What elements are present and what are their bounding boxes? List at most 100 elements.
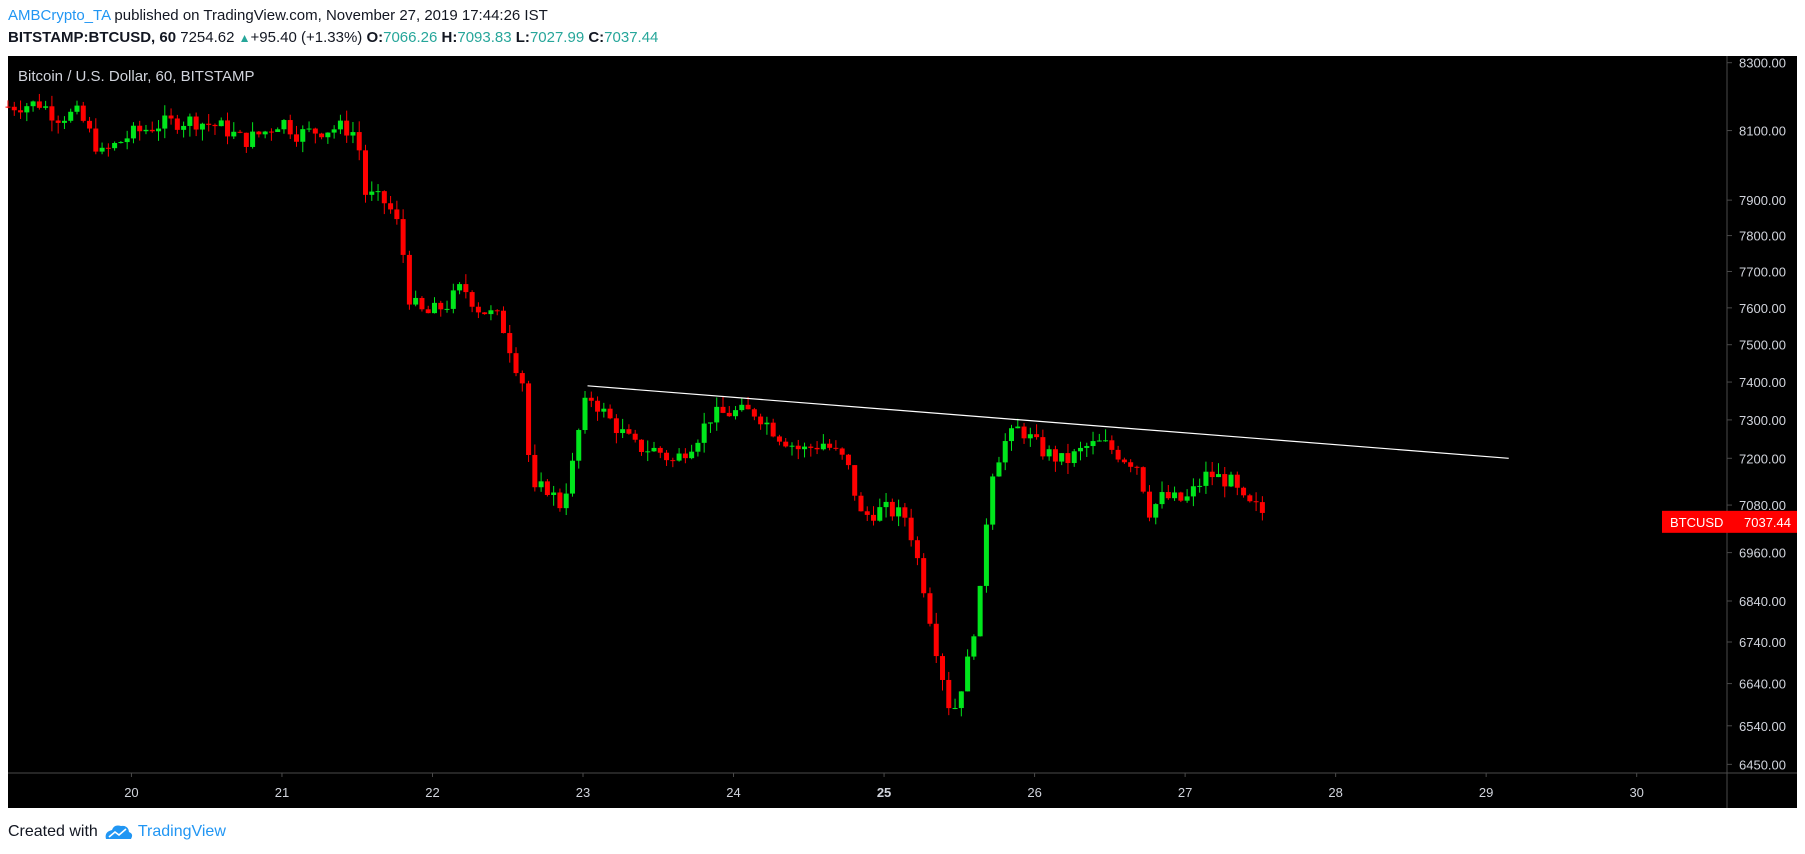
candle-body <box>833 447 839 449</box>
candle-body <box>1234 474 1240 488</box>
author-link[interactable]: AMBCrypto_TA <box>8 7 111 24</box>
candle-body <box>758 416 764 425</box>
candle-body <box>337 120 343 130</box>
y-tick-label: 7800.00 <box>1739 229 1786 244</box>
x-tick-label: 28 <box>1328 785 1342 800</box>
candle-body <box>783 441 789 447</box>
candle-body <box>1115 449 1121 460</box>
candle-body <box>1027 434 1033 439</box>
candle-body <box>513 353 519 374</box>
candle-body <box>87 120 93 129</box>
candle-body <box>958 691 964 709</box>
candle-body <box>845 454 851 466</box>
candle-body <box>394 209 400 220</box>
candle-body <box>764 422 770 425</box>
candle-body <box>1109 440 1115 450</box>
candle-body <box>1228 474 1234 487</box>
candle-body <box>400 219 406 255</box>
y-tick-label: 6840.00 <box>1739 594 1786 609</box>
candle-body <box>638 439 644 452</box>
candle-body <box>256 131 262 135</box>
last-price-label: BTCUSD 7037.44 <box>1662 510 1797 533</box>
up-triangle-icon: ▲ <box>238 31 251 45</box>
candle-body <box>162 115 168 129</box>
candle-body <box>770 422 776 437</box>
candle-body <box>595 400 601 412</box>
close-label: C: <box>588 29 605 46</box>
candle-body <box>268 131 274 133</box>
candle-body <box>1052 449 1058 462</box>
x-tick-label: 24 <box>726 785 740 800</box>
candle-body <box>168 115 174 119</box>
candle-body <box>331 129 337 133</box>
candle-body <box>1253 501 1259 503</box>
x-tick-label: 27 <box>1178 785 1192 800</box>
candle-body <box>532 454 538 488</box>
candle-body <box>61 120 67 123</box>
candle-body <box>1190 486 1196 497</box>
tradingview-brand-link[interactable]: TradingView <box>137 823 226 840</box>
x-tick-label: 21 <box>275 785 289 800</box>
last-price-label-bg <box>1662 510 1797 533</box>
candle-body <box>871 514 877 521</box>
y-tick-label: 7700.00 <box>1739 264 1786 279</box>
candle-body <box>475 306 481 313</box>
candle-body <box>281 120 287 130</box>
candle-body <box>250 131 256 147</box>
candle-body <box>695 442 701 452</box>
candle-body <box>927 593 933 624</box>
candle-body <box>18 110 24 113</box>
candle-body <box>814 447 820 450</box>
candle-body <box>350 132 356 136</box>
candle-body <box>275 129 281 132</box>
published-text: published on TradingView.com, November 2… <box>110 7 548 24</box>
candle-body <box>676 453 682 461</box>
candle-body <box>1172 492 1178 499</box>
candle-body <box>93 128 99 152</box>
candle-body <box>112 142 118 149</box>
candle-body <box>1071 451 1077 464</box>
candle-body <box>839 448 845 455</box>
candle-body <box>820 443 826 450</box>
candle-body <box>858 495 864 512</box>
candle-body <box>789 445 795 447</box>
candle-body <box>500 310 506 334</box>
candle-body <box>952 708 958 710</box>
candle-body <box>319 133 325 138</box>
candle-body <box>726 412 732 417</box>
candle-body <box>118 142 124 144</box>
x-tick-label: 26 <box>1027 785 1041 800</box>
candle-body <box>1153 504 1159 518</box>
candle-body <box>1103 440 1109 442</box>
candle-body <box>450 290 456 309</box>
x-axis: 20 21 22 23 24 25 26 27 28 29 30 <box>124 773 1644 800</box>
last-price-value: 7037.44 <box>1744 515 1791 530</box>
candle-body <box>795 445 801 450</box>
candle-body <box>55 120 61 123</box>
y-tick-label: 6450.00 <box>1739 757 1786 772</box>
candle-body <box>30 101 36 107</box>
x-tick-label: 25 <box>877 785 891 800</box>
candle-body <box>306 128 312 130</box>
candle-body <box>1222 474 1228 487</box>
candle-body <box>739 404 745 411</box>
candle-body <box>49 106 55 121</box>
candle-body <box>1203 471 1209 486</box>
candle-body <box>1021 426 1027 439</box>
candle-body <box>576 430 582 461</box>
candle-body <box>664 452 670 461</box>
candle-body <box>507 333 513 354</box>
candle-body <box>852 465 858 496</box>
candle-body <box>1002 441 1008 463</box>
candle-body <box>1140 467 1146 492</box>
y-tick-label: 6740.00 <box>1739 635 1786 650</box>
candle-body <box>1065 453 1071 464</box>
low-value: 7027.99 <box>529 29 585 46</box>
candle-body <box>36 101 42 108</box>
candle-body <box>1184 496 1190 501</box>
candle-body <box>1009 428 1015 442</box>
candle-body <box>940 656 946 680</box>
candle-body <box>1259 502 1265 513</box>
candle-body <box>237 131 243 133</box>
